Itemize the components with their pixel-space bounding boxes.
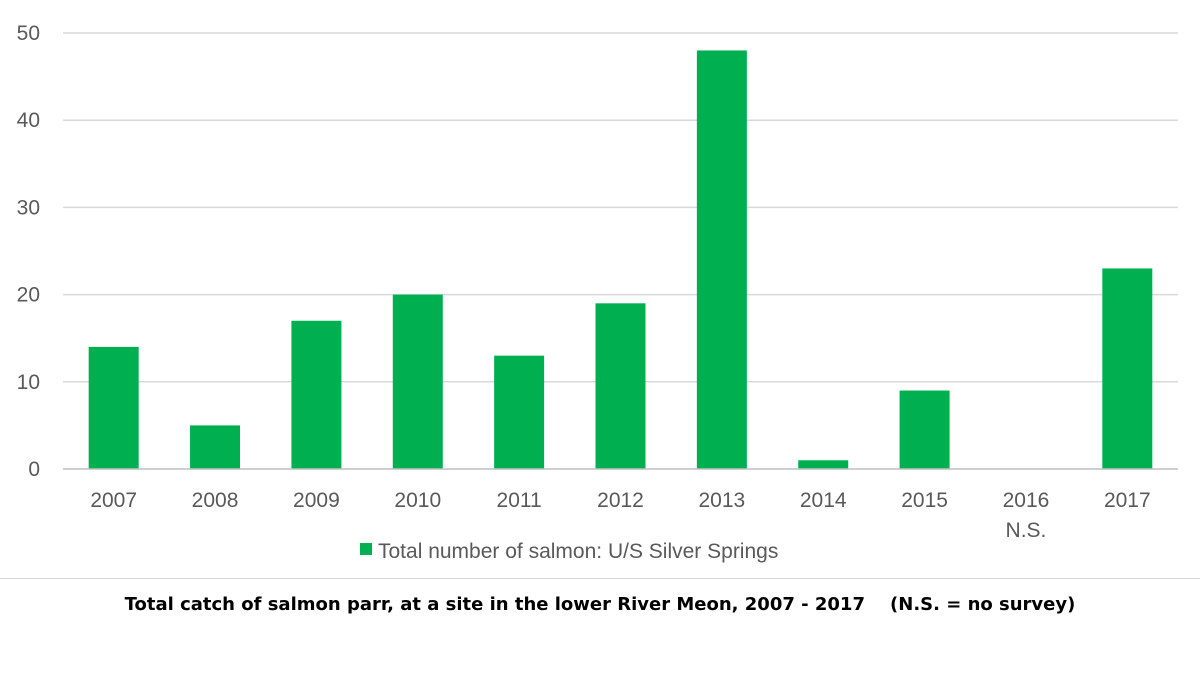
x-tick-label: 2011 [497,489,542,512]
y-tick-label: 40 [17,109,40,132]
bar [392,294,443,469]
y-tick-label: 20 [17,284,40,307]
x-tick-label: 2008 [192,489,239,512]
bar [899,390,950,469]
chart-area: 0 10 20 30 40 50 2007 2008 2009 2010 2011 2012 2013 2… [0,22,1200,579]
bar [696,50,747,469]
bar [798,460,849,469]
bar-chart: 0 10 20 30 40 50 2007 2008 2009 2010 2011 2012 2013 2… [17,22,1178,563]
bar [1102,268,1153,469]
x-tick-label: 2012 [597,489,644,512]
x-tick-label: 2016 [1003,489,1050,512]
x-tick-label: 2009 [293,489,340,512]
bar [494,355,545,469]
bar [595,303,646,469]
x-tick-label: 2007 [90,489,137,512]
x-tick-label: 2017 [1104,489,1151,512]
bar [291,320,342,469]
x-tick-label: 2010 [394,489,441,512]
y-tick-label: 30 [17,196,40,219]
figure-caption: Total catch of salmon parr, at a site in… [124,594,1076,615]
bar [88,346,139,469]
y-tick-label: 50 [17,22,40,45]
legend-label: Total number of salmon: U/S Silver Sprin… [378,540,778,563]
y-tick-label: 0 [28,458,40,481]
x-tick-label: 2015 [901,489,948,512]
x-tick-sublabel: N.S. [1006,519,1047,542]
bar [190,425,241,469]
y-tick-label: 10 [17,371,40,394]
legend-swatch [360,543,372,555]
x-tick-label: 2013 [699,489,746,512]
x-tick-label: 2014 [800,489,847,512]
